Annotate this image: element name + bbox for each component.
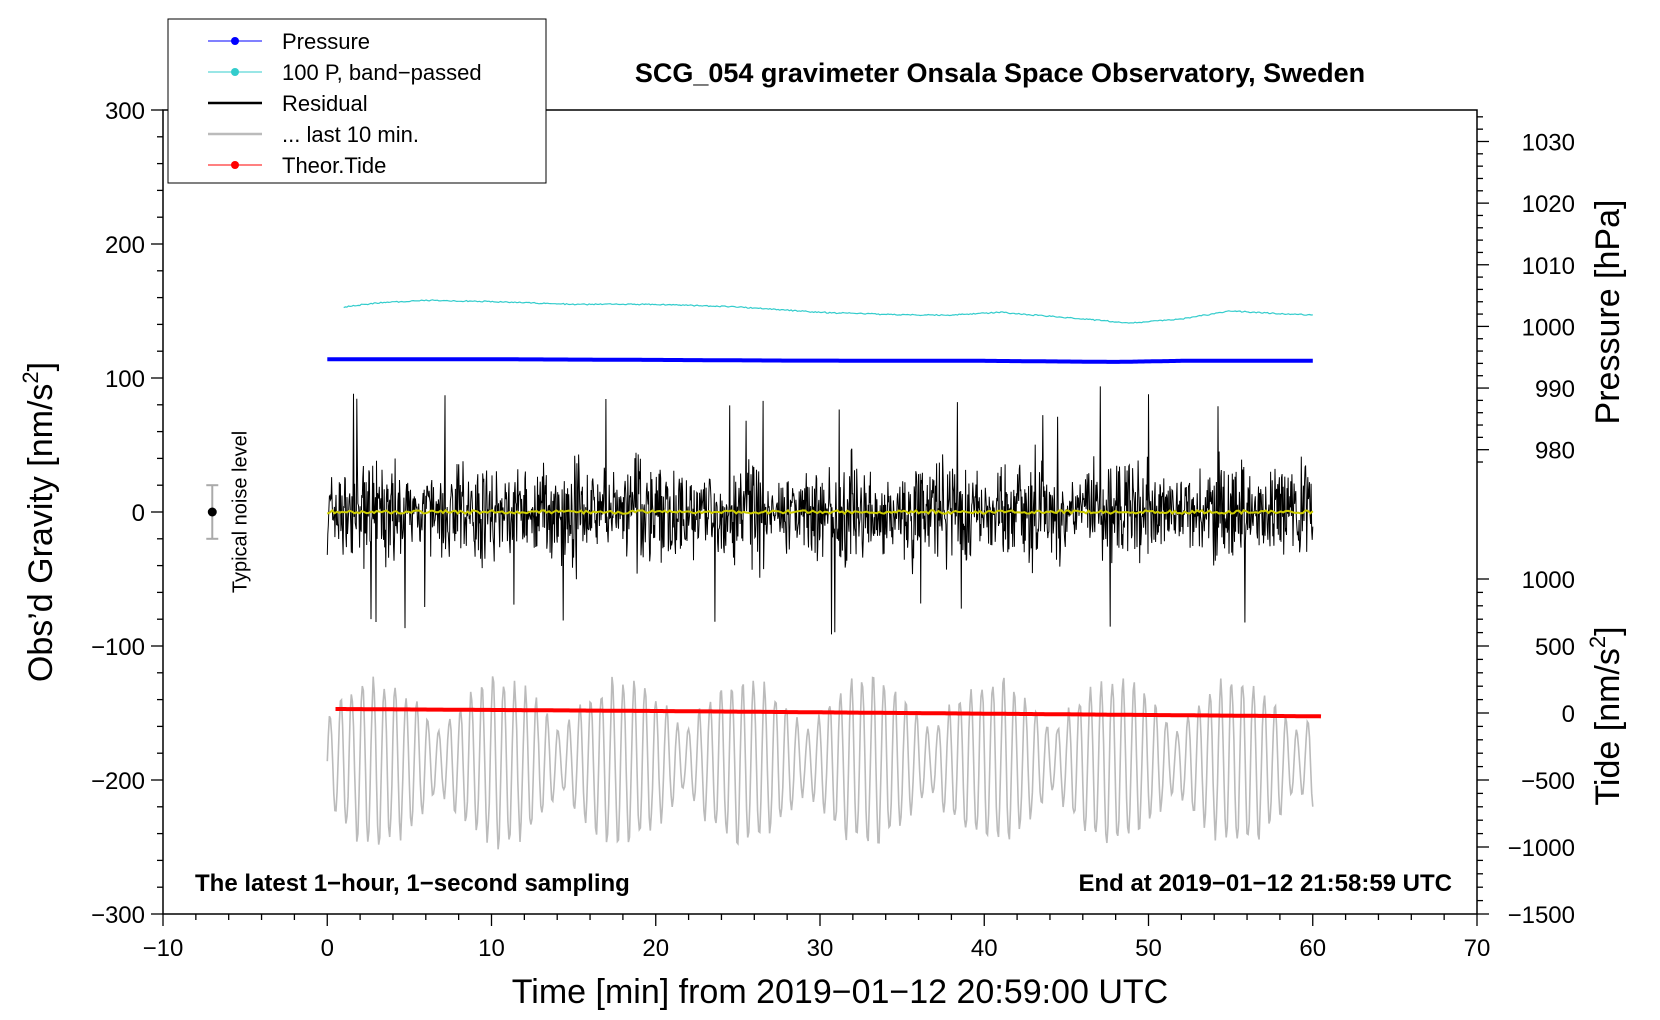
annotation-latest-hour: The latest 1−hour, 1−second sampling [195,870,630,897]
series-theor-tide [335,707,1322,719]
y-left-title-close: ] [22,362,60,371]
y-left-tick-label: −200 [91,768,145,795]
noise-level-marker [206,484,219,540]
y-right-axis: 1030 1020 1010 1000 990 980 1000 500 0 −500 −1000 −… [1477,116,1575,929]
y-left-tick-label: −100 [91,634,145,661]
tide-tick-label: 1000 [1522,567,1575,594]
pressure-tick-label: 990 [1535,376,1575,403]
legend-label: Theor.Tide [282,153,386,178]
noise-dot [207,507,217,517]
y-left-title-sup: 2 [18,371,43,383]
series-100-p-band-passed [343,299,1313,324]
tide-tick-label: 500 [1535,634,1575,661]
legend-label: Residual [282,91,368,116]
tide-axis-title: Tide [nm/s2] [1585,626,1627,805]
y-left-tick-label: 300 [105,98,145,125]
series-last-10-min [326,676,1314,850]
x-axis-title: Time [min] from 2019−01−12 20:59:00 UTC [512,973,1168,1011]
pressure-tick-label: 1010 [1522,253,1575,280]
x-tick-label: 40 [971,935,998,962]
legend-box [167,18,547,184]
y-left-axis: 300 200 100 0 −100 −200 −300 [91,98,163,929]
tide-title-main: Tide [nm/s [1589,648,1627,805]
pressure-tick-label: 1030 [1522,129,1575,156]
y-left-tick-label: 100 [105,366,145,393]
series-residual [326,386,1314,635]
legend-swatch-marker [231,68,239,76]
x-tick-label: 50 [1135,935,1162,962]
pressure-tick-label: 1020 [1522,191,1575,218]
pressure-tick-label: 1000 [1522,314,1575,341]
annotation-end-time: End at 2019−01−12 21:58:59 UTC [1078,870,1452,897]
series-layer [326,299,1322,850]
tide-title-sup: 2 [1585,636,1610,648]
tide-tick-label: −500 [1521,768,1575,795]
legend-label: ... last 10 min. [282,122,419,147]
residual-mean-line [326,508,1314,516]
x-tick-label: 20 [642,935,669,962]
tide-tick-label: −1000 [1508,835,1575,862]
legend-label: 100 P, band−passed [282,60,482,85]
x-tick-label: −10 [143,935,184,962]
x-tick-label: 10 [478,935,505,962]
pressure-tick-label: 980 [1535,438,1575,465]
legend-swatch-marker [231,161,239,169]
series-pressure [326,357,1314,364]
x-tick-label: 30 [807,935,834,962]
y-left-tick-label: 200 [105,232,145,259]
x-tick-label: 70 [1464,935,1491,962]
tide-tick-label: 0 [1562,701,1575,728]
legend-swatch-marker [231,37,239,45]
tide-title-close: ] [1589,626,1627,635]
legend-label: Pressure [282,29,370,54]
y-left-axis-title: Obs’d Gravity [nm/s2] [18,362,60,682]
pressure-axis-title: Pressure [hPa] [1589,200,1627,425]
tide-tick-label: −1500 [1508,902,1575,929]
noise-level-label: Typical noise level [229,431,251,593]
chart-title: SCG_054 gravimeter Onsala Space Observat… [635,58,1365,88]
y-left-title-main: Obs’d Gravity [nm/s [22,384,60,683]
x-axis: −10 0 10 20 30 40 50 60 70 [143,914,1491,962]
legend: Pressure 100 P, band−passed Residual ... la… [167,18,547,184]
y-left-tick-label: −300 [91,902,145,929]
x-tick-label: 0 [321,935,334,962]
y-left-tick-label: 0 [132,500,145,527]
x-tick-label: 60 [1299,935,1326,962]
